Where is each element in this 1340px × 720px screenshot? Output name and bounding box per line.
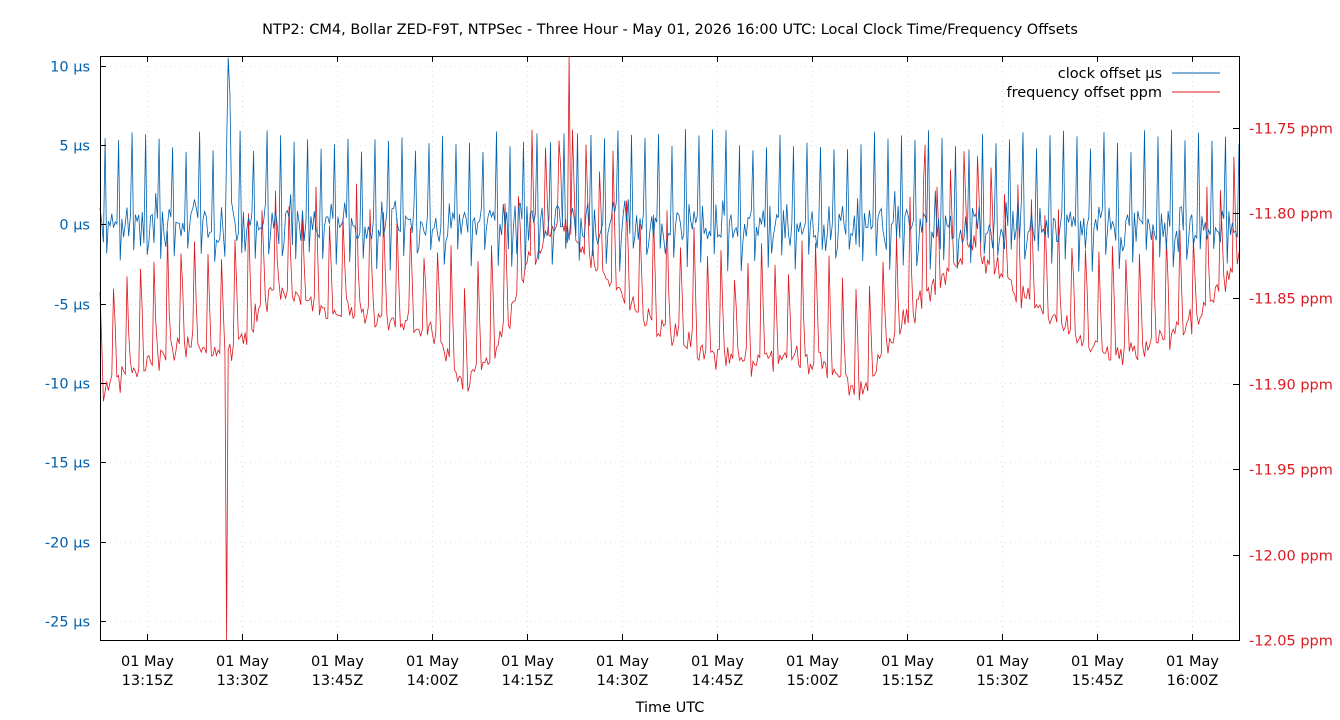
x-axis: 01 May 13:15Z 01 May 13:30Z 01 May 13:45Z 01 M… [121,654,1219,689]
y-left-tick-label: -20 µs [45,536,90,552]
clock-offset-line [99,57,1240,272]
y-left-tick-label: 0 µs [59,218,90,234]
axis-ticks [100,56,1239,641]
y-right-tick-label: -11.75 ppm [1249,122,1333,138]
x-tick-label-date: 01 May [786,654,839,670]
y-right-tick-label: -11.85 ppm [1249,292,1333,308]
x-axis-label: Time UTC [635,700,705,716]
x-tick-label-time: 13:45Z [312,673,364,689]
x-tick-label-date: 01 May [1166,654,1219,670]
y-left-tick-label: 10 µs [50,60,90,76]
y-left-tick-label: -5 µs [54,298,90,314]
legend-clock-offset-label: clock offset µs [1058,66,1162,82]
left-axis: 10 µs 5 µs 0 µs -5 µs -10 µs -15 µs -20 µs -25 … [45,60,90,631]
y-right-tick-label: -12.00 ppm [1249,549,1333,565]
legend-frequency-offset-label: frequency offset ppm [1007,85,1163,101]
y-right-tick-label: -12.05 ppm [1249,634,1333,650]
y-left-tick-label: 5 µs [59,139,90,155]
x-tick-label-time: 15:45Z [1072,673,1124,689]
x-tick-label-date: 01 May [501,654,554,670]
x-tick-label-date: 01 May [406,654,459,670]
x-tick-label-date: 01 May [691,654,744,670]
plot-frame [100,56,1240,641]
x-tick-label-time: 15:30Z [977,673,1029,689]
x-tick-label-time: 16:00Z [1167,673,1219,689]
chart-title: NTP2: CM4, Bollar ZED-F9T, NTPSec - Thre… [262,22,1078,38]
x-tick-label-time: 15:00Z [787,673,839,689]
x-tick-label-date: 01 May [1071,654,1124,670]
x-tick-label-time: 14:15Z [502,673,554,689]
y-left-tick-label: -10 µs [45,377,90,393]
y-left-tick-label: -25 µs [45,615,90,631]
right-axis: -11.75 ppm -11.80 ppm -11.85 ppm -11.90 ppm… [1249,122,1333,650]
x-tick-label-date: 01 May [881,654,934,670]
x-tick-label-time: 13:30Z [217,673,269,689]
series-area [99,55,1240,641]
x-tick-label-time: 13:15Z [122,673,174,689]
grid [100,56,1239,640]
x-tick-label-date: 01 May [976,654,1029,670]
y-left-tick-label: -15 µs [45,456,90,472]
x-tick-label-time: 14:45Z [692,673,744,689]
y-right-tick-label: -11.90 ppm [1249,378,1333,394]
legend: clock offset µs frequency offset ppm [1007,66,1220,101]
x-tick-label-time: 14:00Z [407,673,459,689]
x-tick-label-time: 15:15Z [882,673,934,689]
y-right-tick-label: -11.80 ppm [1249,207,1333,223]
y-right-tick-label: -11.95 ppm [1249,463,1333,479]
x-tick-label-date: 01 May [216,654,269,670]
x-tick-label-date: 01 May [596,654,649,670]
frequency-offset-line [99,55,1240,641]
x-tick-label-time: 14:30Z [597,673,649,689]
x-tick-label-date: 01 May [121,654,174,670]
x-tick-label-date: 01 May [311,654,364,670]
